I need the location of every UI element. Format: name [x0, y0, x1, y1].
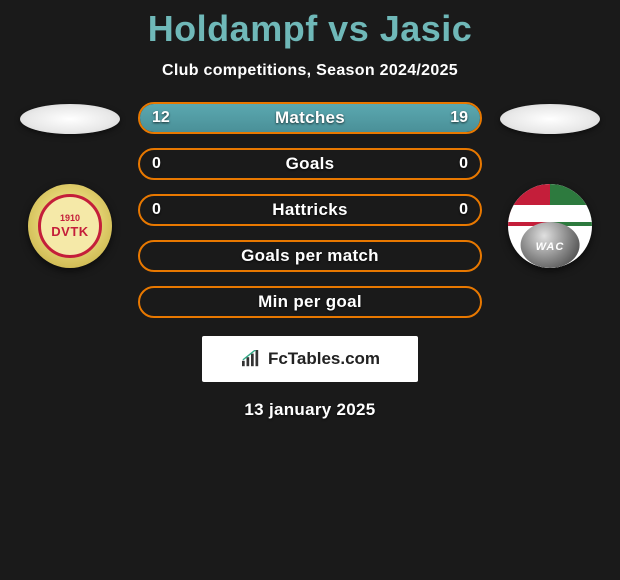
stat-value-right: 19	[450, 109, 468, 127]
stat-label: Goals	[140, 154, 480, 174]
right-club-badge: WAC	[508, 184, 592, 268]
stat-bar-goals: 0 Goals 0	[138, 148, 482, 180]
stat-label: Min per goal	[140, 292, 480, 312]
dvtk-year: 1910	[60, 213, 80, 223]
branding-text: FcTables.com	[268, 349, 380, 369]
chart-icon	[240, 350, 262, 368]
main-row: 1910 DVTK 12 Matches 19 0 Goals 0	[0, 102, 620, 318]
comparison-card: Holdampf vs Jasic Club competitions, Sea…	[0, 0, 620, 420]
stat-bar-min-per-goal: Min per goal	[138, 286, 482, 318]
stat-bar-goals-per-match: Goals per match	[138, 240, 482, 272]
right-player-column: WAC	[500, 102, 600, 268]
date-line: 13 january 2025	[244, 400, 375, 420]
dvtk-badge-inner: 1910 DVTK	[38, 194, 102, 258]
subtitle: Club competitions, Season 2024/2025	[162, 62, 458, 80]
stat-bar-hattricks: 0 Hattricks 0	[138, 194, 482, 226]
left-player-column: 1910 DVTK	[20, 102, 120, 268]
left-player-marker	[20, 104, 120, 134]
stat-value-right: 0	[459, 201, 468, 219]
stats-column: 12 Matches 19 0 Goals 0 0 Hattricks 0	[138, 102, 482, 318]
stat-label: Hattricks	[140, 200, 480, 220]
stat-value-right: 0	[459, 155, 468, 173]
stat-bar-matches: 12 Matches 19	[138, 102, 482, 134]
stat-label: Goals per match	[140, 246, 480, 266]
left-club-badge: 1910 DVTK	[28, 184, 112, 268]
branding-badge: FcTables.com	[202, 336, 418, 382]
stat-label: Matches	[140, 108, 480, 128]
dvtk-name: DVTK	[51, 224, 88, 239]
wac-name: WAC	[508, 241, 592, 253]
page-title: Holdampf vs Jasic	[148, 8, 473, 50]
wac-stripe-white	[508, 205, 592, 222]
wac-badge-inner: WAC	[508, 184, 592, 268]
right-player-marker	[500, 104, 600, 134]
